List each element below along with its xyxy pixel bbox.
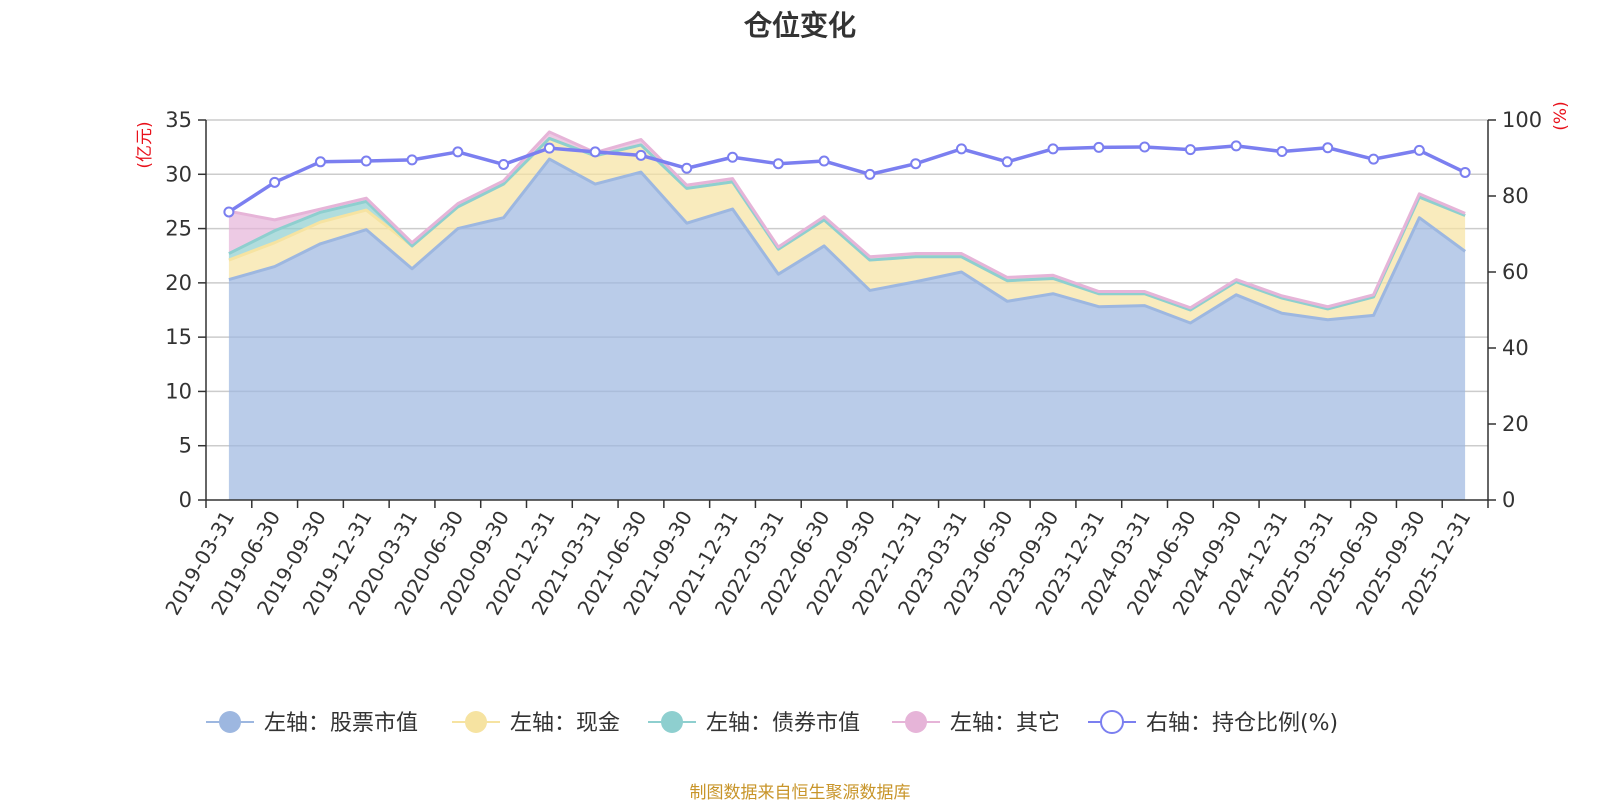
legend-item: 左轴：股票市值 xyxy=(206,711,418,736)
ratio-point xyxy=(1459,166,1471,178)
legend-marker xyxy=(219,711,241,733)
ratio-point xyxy=(223,206,235,218)
left-tick-label: 20 xyxy=(165,271,192,295)
line-右轴：持仓比例(%) xyxy=(227,144,1466,214)
source-note: 制图数据来自恒生聚源数据库 xyxy=(689,783,911,803)
ratio-point xyxy=(955,143,967,155)
left-tick-label: 10 xyxy=(165,379,192,403)
right-axis-unit: (%) xyxy=(1551,101,1571,130)
ratio-point xyxy=(1368,153,1380,165)
right-tick-label: 40 xyxy=(1502,336,1529,360)
ratio-point xyxy=(681,162,693,174)
ratio-point xyxy=(543,142,555,154)
legend-label: 右轴：持仓比例(%) xyxy=(1146,711,1338,736)
ratio-point xyxy=(1001,156,1013,168)
ratio-point xyxy=(269,176,281,188)
ratio-point xyxy=(314,156,326,168)
ratio-point xyxy=(498,158,510,170)
ratio-point xyxy=(1047,143,1059,155)
chart-title: 仓位变化 xyxy=(743,9,856,42)
ratio-point xyxy=(1413,144,1425,156)
legend-label: 左轴：现金 xyxy=(510,711,620,736)
ratio-point xyxy=(589,146,601,158)
left-tick-label: 0 xyxy=(179,488,192,512)
legend-marker xyxy=(905,711,927,733)
legend-item: 左轴：其它 xyxy=(892,711,1060,736)
right-tick-label: 20 xyxy=(1502,412,1529,436)
legend-item: 左轴：债券市值 xyxy=(648,711,860,736)
ratio-point xyxy=(360,155,372,167)
ratio-point xyxy=(1276,146,1288,158)
stacked-areas xyxy=(228,131,1466,500)
left-tick-label: 30 xyxy=(165,162,192,186)
edge-左轴：其它 xyxy=(228,130,1466,310)
legend-item: 右轴：持仓比例(%) xyxy=(1088,710,1338,736)
edge-左轴：债券市值 xyxy=(228,136,1466,312)
ratio-point xyxy=(1322,142,1334,154)
ratio-point xyxy=(772,158,784,170)
legend-marker xyxy=(661,711,683,733)
ratio-point xyxy=(727,151,739,163)
legend: 左轴：股票市值 左轴：现金 左轴：债券市值 左轴：其它 右轴：持仓比例(%) xyxy=(206,710,1338,736)
area-edges xyxy=(228,130,1466,325)
left-tick-label: 15 xyxy=(165,325,192,349)
right-tick-label: 0 xyxy=(1502,488,1515,512)
ratio-line xyxy=(223,140,1471,218)
right-tick-label: 60 xyxy=(1502,260,1529,284)
legend-label: 左轴：债券市值 xyxy=(706,711,860,736)
ratio-point xyxy=(910,158,922,170)
ratio-point xyxy=(1139,141,1151,153)
legend-marker xyxy=(465,711,487,733)
legend-label: 左轴：股票市值 xyxy=(264,711,418,736)
edge-左轴：股票市值 xyxy=(228,157,1466,325)
ratio-point xyxy=(452,146,464,158)
ratio-point xyxy=(635,149,647,161)
ratio-point xyxy=(818,155,830,167)
ratio-point xyxy=(1230,140,1242,152)
left-tick-label: 5 xyxy=(179,434,192,458)
left-axis-unit: (亿元) xyxy=(135,121,155,168)
ratio-point xyxy=(1093,141,1105,153)
ratio-point xyxy=(406,154,418,166)
left-tick-label: 35 xyxy=(165,108,192,132)
ratio-point xyxy=(1184,144,1196,156)
right-tick-label: 100 xyxy=(1502,108,1542,132)
right-tick-label: 80 xyxy=(1502,184,1529,208)
left-tick-label: 25 xyxy=(165,217,192,241)
legend-item: 左轴：现金 xyxy=(452,711,620,736)
area-左轴：股票市值 xyxy=(228,159,1466,500)
legend-label: 左轴：其它 xyxy=(950,711,1060,736)
ratio-point xyxy=(864,168,876,180)
legend-marker xyxy=(1100,710,1124,734)
